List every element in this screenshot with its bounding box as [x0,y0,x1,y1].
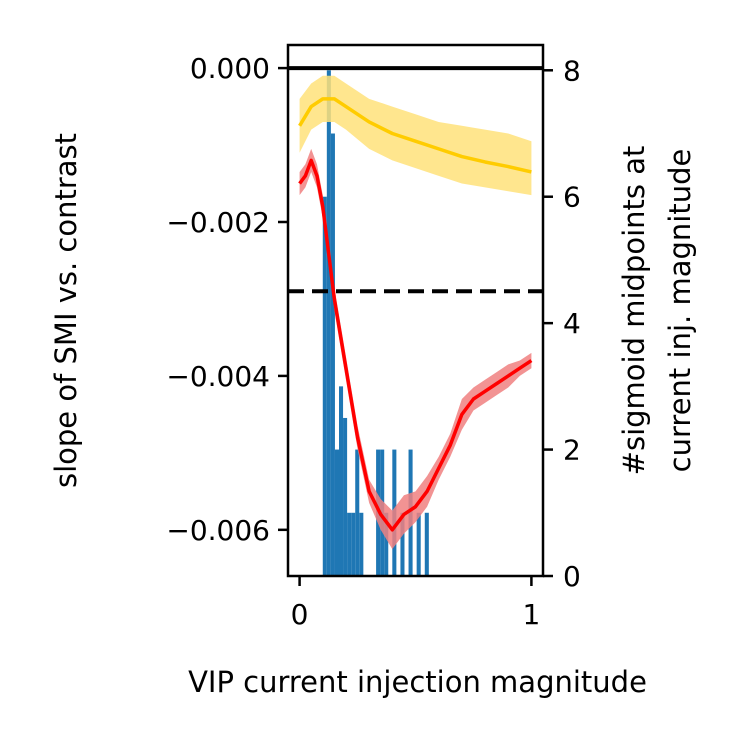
plot-frame [286,43,545,578]
y-tick-label-2: −0.004 [166,360,270,393]
series-0-band [299,75,532,196]
axis-labels: VIP current injection magnitude slope of… [49,133,697,699]
histogram-bar-12 [384,512,389,576]
histogram-bar-0 [322,196,327,576]
series-1-line [298,158,533,532]
histogram-bar-1 [326,70,331,577]
histogram-bar-3 [334,449,339,576]
y2-axis-label-line-1: #sigmoid midpoints at [617,146,651,476]
histogram-bar-7 [351,512,356,576]
histogram-bar-8 [355,449,360,576]
series-0-line [298,97,532,174]
y2-tick-label-4: 8 [563,54,581,87]
confidence-bands [299,75,532,550]
reference-lines [288,66,543,294]
x-tick-label-0: 0 [291,598,309,631]
histogram-bar-14 [400,512,405,576]
y-tick-label-0: 0.000 [190,52,270,85]
histogram-bar-9 [359,512,364,576]
series-1-band [299,148,532,550]
histogram-bar-16 [416,512,421,576]
y2-axis-label-line-2: current inj. magnitude [663,149,697,473]
y-tick-label-3: −0.006 [166,514,270,547]
histogram-bar-5 [343,417,348,576]
series-lines [298,97,533,532]
histogram-bar-4 [339,386,344,576]
y2-tick-label-3: 6 [563,181,581,214]
y2-tick-label-2: 4 [563,307,581,340]
histogram-bar-17 [424,512,429,576]
y-tick-label-1: −0.002 [166,206,270,239]
y2-tick-label-1: 2 [563,434,581,467]
x-tick-label-1: 1 [522,598,540,631]
histogram-bar-2 [330,133,335,576]
y2-tick-label-0: 0 [563,560,581,593]
histogram-bar-6 [347,512,352,576]
y-axis-label: slope of SMI vs. contrast [49,133,83,488]
x-axis-label: VIP current injection magnitude [188,665,647,699]
